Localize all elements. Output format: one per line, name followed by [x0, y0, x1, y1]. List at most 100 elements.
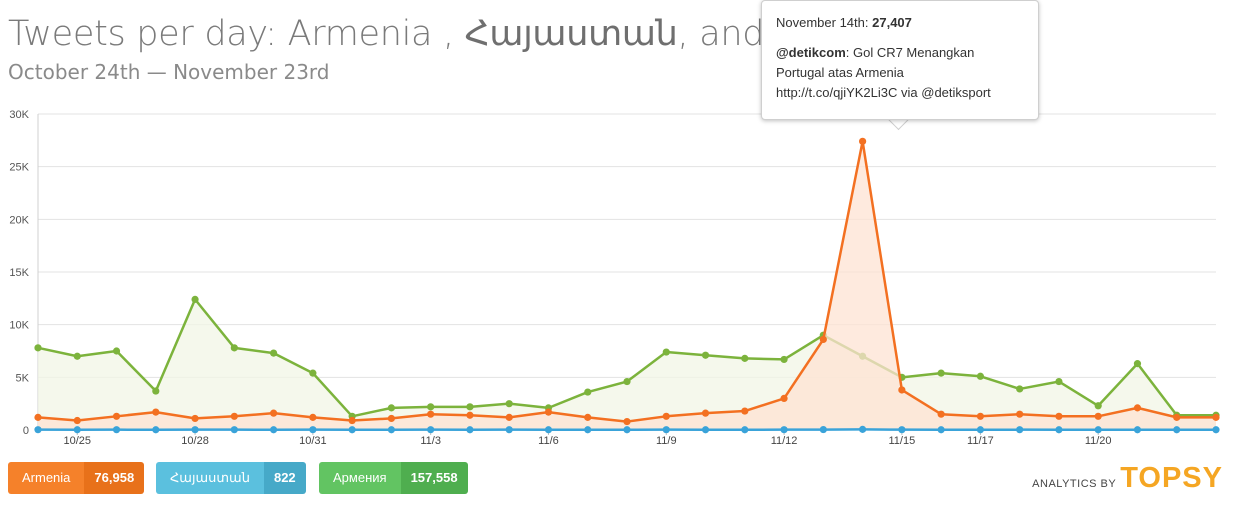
data-point	[780, 355, 788, 364]
data-point	[387, 404, 395, 412]
data-point	[309, 369, 317, 377]
data-point	[819, 335, 827, 344]
data-point	[741, 407, 749, 415]
tooltip-body: @detikcom: Gol CR7 Menangkan Portugal ata…	[776, 43, 1024, 103]
data-point	[898, 386, 906, 394]
data-point	[662, 426, 670, 434]
data-point	[623, 426, 631, 434]
data-point	[112, 412, 121, 420]
data-point	[387, 426, 395, 434]
y-tick-label: 0	[23, 425, 29, 437]
data-point	[1016, 426, 1024, 434]
tooltip-header: November 14th: 27,407	[776, 13, 1024, 33]
data-point	[1212, 426, 1220, 434]
topsy-brand[interactable]: ANALYTICS BY TOPSY	[1032, 462, 1223, 495]
tooltip-text-3[interactable]: http://t.co/qjiYK2Li3C via @detiksport	[776, 85, 991, 100]
data-point	[191, 295, 199, 303]
data-point	[584, 413, 592, 421]
legend-name: Armenia	[8, 462, 85, 494]
data-point	[466, 411, 474, 419]
data-point	[937, 369, 945, 377]
data-point	[152, 408, 160, 416]
tooltip-text-1: : Gol CR7 Menangkan	[845, 45, 975, 60]
data-point	[466, 426, 474, 434]
data-point	[230, 412, 238, 420]
data-point	[1016, 385, 1024, 393]
data-point	[544, 426, 553, 434]
tooltip-text-2: Portugal atas Armenia	[776, 65, 904, 80]
tooltip-date: November 14th:	[776, 15, 869, 30]
data-point	[741, 426, 749, 434]
data-point	[898, 426, 906, 434]
data-point	[309, 413, 317, 421]
data-point	[1016, 410, 1024, 418]
data-point	[152, 426, 160, 434]
data-point	[976, 372, 985, 380]
x-tick-label: 11/6	[538, 435, 559, 447]
data-point	[34, 413, 42, 421]
data-point	[1133, 404, 1142, 412]
data-point	[73, 416, 81, 425]
data-point	[1133, 360, 1142, 368]
data-point	[73, 426, 81, 434]
data-point	[623, 417, 631, 426]
legend-total: 822	[263, 462, 306, 494]
y-tick-label: 20K	[9, 214, 29, 226]
tooltip-count: 27,407	[872, 15, 912, 30]
data-point	[230, 426, 238, 434]
data-point	[937, 426, 945, 434]
data-point	[741, 354, 749, 362]
topsy-logo: TOPSY	[1120, 462, 1223, 494]
data-point	[584, 426, 592, 434]
data-point	[1173, 426, 1181, 434]
data-point	[701, 409, 710, 417]
line-chart[interactable]: 0 5K 10K 15K 20K 25K 30K 10/25 10/28 10/31 11/3 11/…	[0, 0, 1237, 460]
data-point	[976, 426, 985, 434]
data-point	[859, 425, 867, 433]
data-point	[584, 388, 592, 396]
data-point	[348, 426, 356, 434]
data-point	[1173, 413, 1181, 421]
legend-item-armenia[interactable]: Armenia 76,958	[8, 462, 145, 494]
data-point	[34, 426, 42, 434]
x-tick-label: 11/17	[967, 435, 994, 447]
data-point	[34, 344, 42, 352]
x-tick-label: 10/28	[181, 435, 209, 447]
data-point	[505, 400, 513, 408]
data-point	[466, 403, 474, 411]
data-point	[427, 410, 435, 418]
data-point	[662, 348, 670, 356]
x-tick-label: 11/9	[656, 435, 677, 447]
title-prefix: Tweets per day: Armenia ,	[8, 14, 465, 54]
data-point	[859, 137, 867, 145]
tooltip-handle[interactable]: @detikcom	[776, 45, 846, 60]
data-point	[112, 426, 121, 434]
data-point	[427, 426, 435, 434]
legend-item-armeniya[interactable]: Армения 157,558	[319, 462, 468, 494]
data-point	[1133, 426, 1142, 434]
y-tick-label: 5K	[16, 372, 30, 384]
data-point	[780, 394, 788, 402]
y-tick-label: 25K	[9, 162, 29, 174]
data-point	[1055, 412, 1063, 420]
legend-total: 157,558	[400, 462, 468, 494]
data-point	[112, 347, 121, 355]
data-point	[309, 426, 317, 434]
data-point	[701, 351, 710, 359]
chart-tooltip: November 14th: 27,407 @detikcom: Gol CR7…	[761, 0, 1039, 120]
data-point	[270, 349, 278, 357]
data-point	[780, 426, 788, 434]
y-tick-label: 15K	[9, 267, 29, 279]
data-point	[73, 352, 81, 360]
y-tick-label: 10K	[9, 320, 29, 332]
legend-item-hayastan[interactable]: Հայաստան 822	[156, 462, 306, 494]
x-tick-label: 11/15	[889, 435, 916, 447]
title-armenian: Հայաստան	[464, 14, 678, 54]
data-point	[976, 412, 985, 420]
data-point	[348, 416, 356, 425]
data-point	[701, 426, 710, 434]
data-point	[387, 414, 395, 423]
data-point	[1055, 377, 1063, 386]
legend-total: 76,958	[84, 462, 145, 494]
data-point	[937, 410, 945, 418]
